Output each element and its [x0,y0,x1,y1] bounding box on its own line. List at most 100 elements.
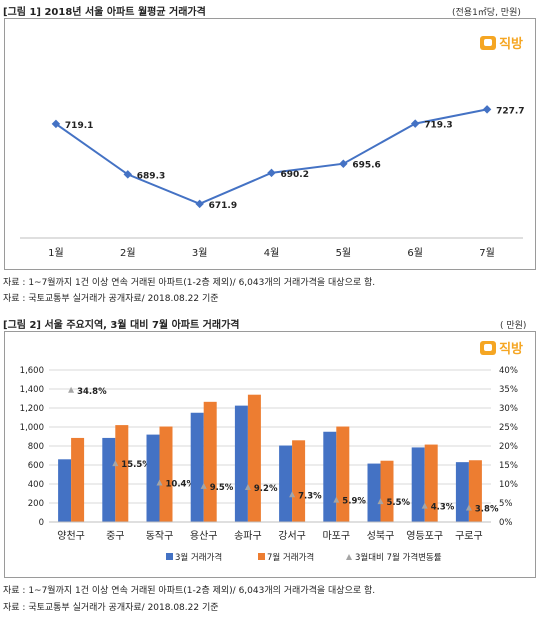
data-label: 689.3 [137,171,165,181]
rate-marker [377,498,384,505]
bar-march [58,459,72,522]
legend-label: 7월 거래가격 [267,552,314,563]
bar-march [279,445,293,522]
rate-label: 3.8% [475,505,499,515]
rate-marker [112,460,119,467]
y2-tick-label: 30% [499,404,518,414]
bar-march [102,437,116,522]
rate-label: 4.3% [431,503,455,513]
rate-label: 9.2% [254,484,278,494]
figure1-logo-text: 직방 [499,37,523,52]
rate-label: 9.5% [210,483,234,493]
y2-tick-label: 20% [499,442,518,452]
data-point [482,105,492,114]
bar-july [424,444,438,522]
y2-tick-label: 15% [499,461,518,471]
x-tick-label: 1월 [48,247,64,259]
legend-label: 3월 거래가격 [175,552,222,563]
x-tick-label: 용산구 [190,530,218,542]
figure2-logo: 직방 [480,338,523,357]
y2-tick-label: 0% [499,518,513,528]
x-tick-label: 영등포구 [406,530,443,542]
data-label: 695.6 [352,161,380,171]
legend-label: 3월대비 7월 가격변동률 [355,552,442,563]
figure2-title: [그림 2] 서울 주요지역, 3월 대비 7월 아파트 거래가격 [3,320,240,331]
figure1-source-2: 자료 : 국토교통부 실거래가 공개자료/ 2018.08.22 기준 [3,294,219,304]
y-tick-label: 200 [28,499,44,509]
rate-label: 10.4% [166,479,196,489]
figure1-logo: 직방 [480,33,523,52]
data-point [123,170,133,179]
bar-march [367,463,381,522]
bar-march [411,447,425,522]
data-label: 690.2 [281,170,309,180]
y-tick-label: 600 [28,461,44,471]
rate-marker [156,479,163,486]
y-tick-label: 1,000 [20,423,44,433]
data-point [339,159,348,168]
data-label: 719.1 [65,121,93,131]
rate-label: 15.5% [121,460,151,470]
x-tick-label: 7월 [479,247,495,259]
x-tick-label: 송파구 [234,530,262,542]
rate-marker [289,491,296,498]
figure1-source-1: 자료 : 1~7월까지 1건 이상 연속 거래된 아파트(1-2층 제외)/ 6… [3,278,376,288]
x-tick-label: 강서구 [278,530,306,542]
figure2-logo-text: 직방 [499,342,523,357]
bar-july [468,460,482,522]
bar-july [203,401,217,522]
x-tick-label: 5월 [336,247,352,259]
zigbang-logo-icon [480,340,497,355]
y-tick-label: 800 [28,442,44,452]
figure2-chart-frame: 직방 0 200 400 600 800 1,000 1,200 1,400 1,600 0% 5%… [4,331,536,578]
y-tick-label: 0 [39,518,44,528]
x-tick-label: 양천구 [57,530,85,542]
bar-july [71,437,85,522]
rate-marker [244,484,251,491]
rate-marker [421,502,428,509]
bar-july [292,440,306,522]
x-tick-label: 동작구 [146,530,174,542]
rate-marker [465,504,472,511]
rate-label: 7.3% [298,491,322,501]
bar-july [380,460,394,522]
figure2-source-1: 자료 : 1~7월까지 1건 이상 연속 거래된 아파트(1-2층 제외)/ 6… [3,586,376,596]
bar-july [336,426,350,522]
x-tick-label: 2월 [120,247,136,259]
legend-swatch [166,553,173,560]
x-tick-label: 3월 [192,247,208,259]
x-tick-label: 구로구 [455,531,483,542]
bar-march [234,405,248,522]
series-line [55,108,488,205]
y2-tick-label: 35% [499,385,518,395]
y2-tick-label: 25% [499,423,518,433]
data-label: 727.7 [496,106,524,116]
data-point [195,199,204,209]
figure1-title: [그림 1] 2018년 서울 아파트 월평균 거래가격 [3,7,206,18]
y2-tick-label: 40% [499,366,518,376]
figure1-chart-frame: 직방 719.1 1월 689.3 2월 671.9 3월 690.2 4월 695.6 5월 71… [4,18,536,270]
y-tick-label: 400 [28,480,44,490]
legend-swatch [346,554,352,560]
bar-chart: 0 200 400 600 800 1,000 1,200 1,400 1,600 0% 5% 10%… [20,366,518,563]
rate-marker [68,386,75,393]
figure2-unit: ( 만원) [500,321,527,331]
x-tick-label: 4월 [264,247,280,259]
figure2-source-2: 자료 : 국토교통부 실거래가 공개자료/ 2018.08.22 기준 [3,603,219,613]
x-tick-label: 성북구 [367,530,395,542]
rate-label: 34.8% [77,387,107,397]
zigbang-logo-icon [480,35,497,50]
bar-march [323,431,337,522]
line-chart: 719.1 1월 689.3 2월 671.9 3월 690.2 4월 695.6 5월 719.3… [20,105,525,259]
bar-july [115,425,129,522]
data-label: 719.3 [424,121,452,131]
y2-tick-label: 5% [499,499,513,509]
rate-label: 5.9% [342,497,366,507]
x-tick-label: 중구 [106,530,124,542]
data-point [267,168,276,178]
figure1-unit: (전용1㎡당, 만원) [452,8,521,18]
rate-marker [333,496,340,503]
y-tick-label: 1,400 [20,385,44,395]
legend-swatch [258,553,265,560]
y2-tick-label: 10% [499,480,518,490]
